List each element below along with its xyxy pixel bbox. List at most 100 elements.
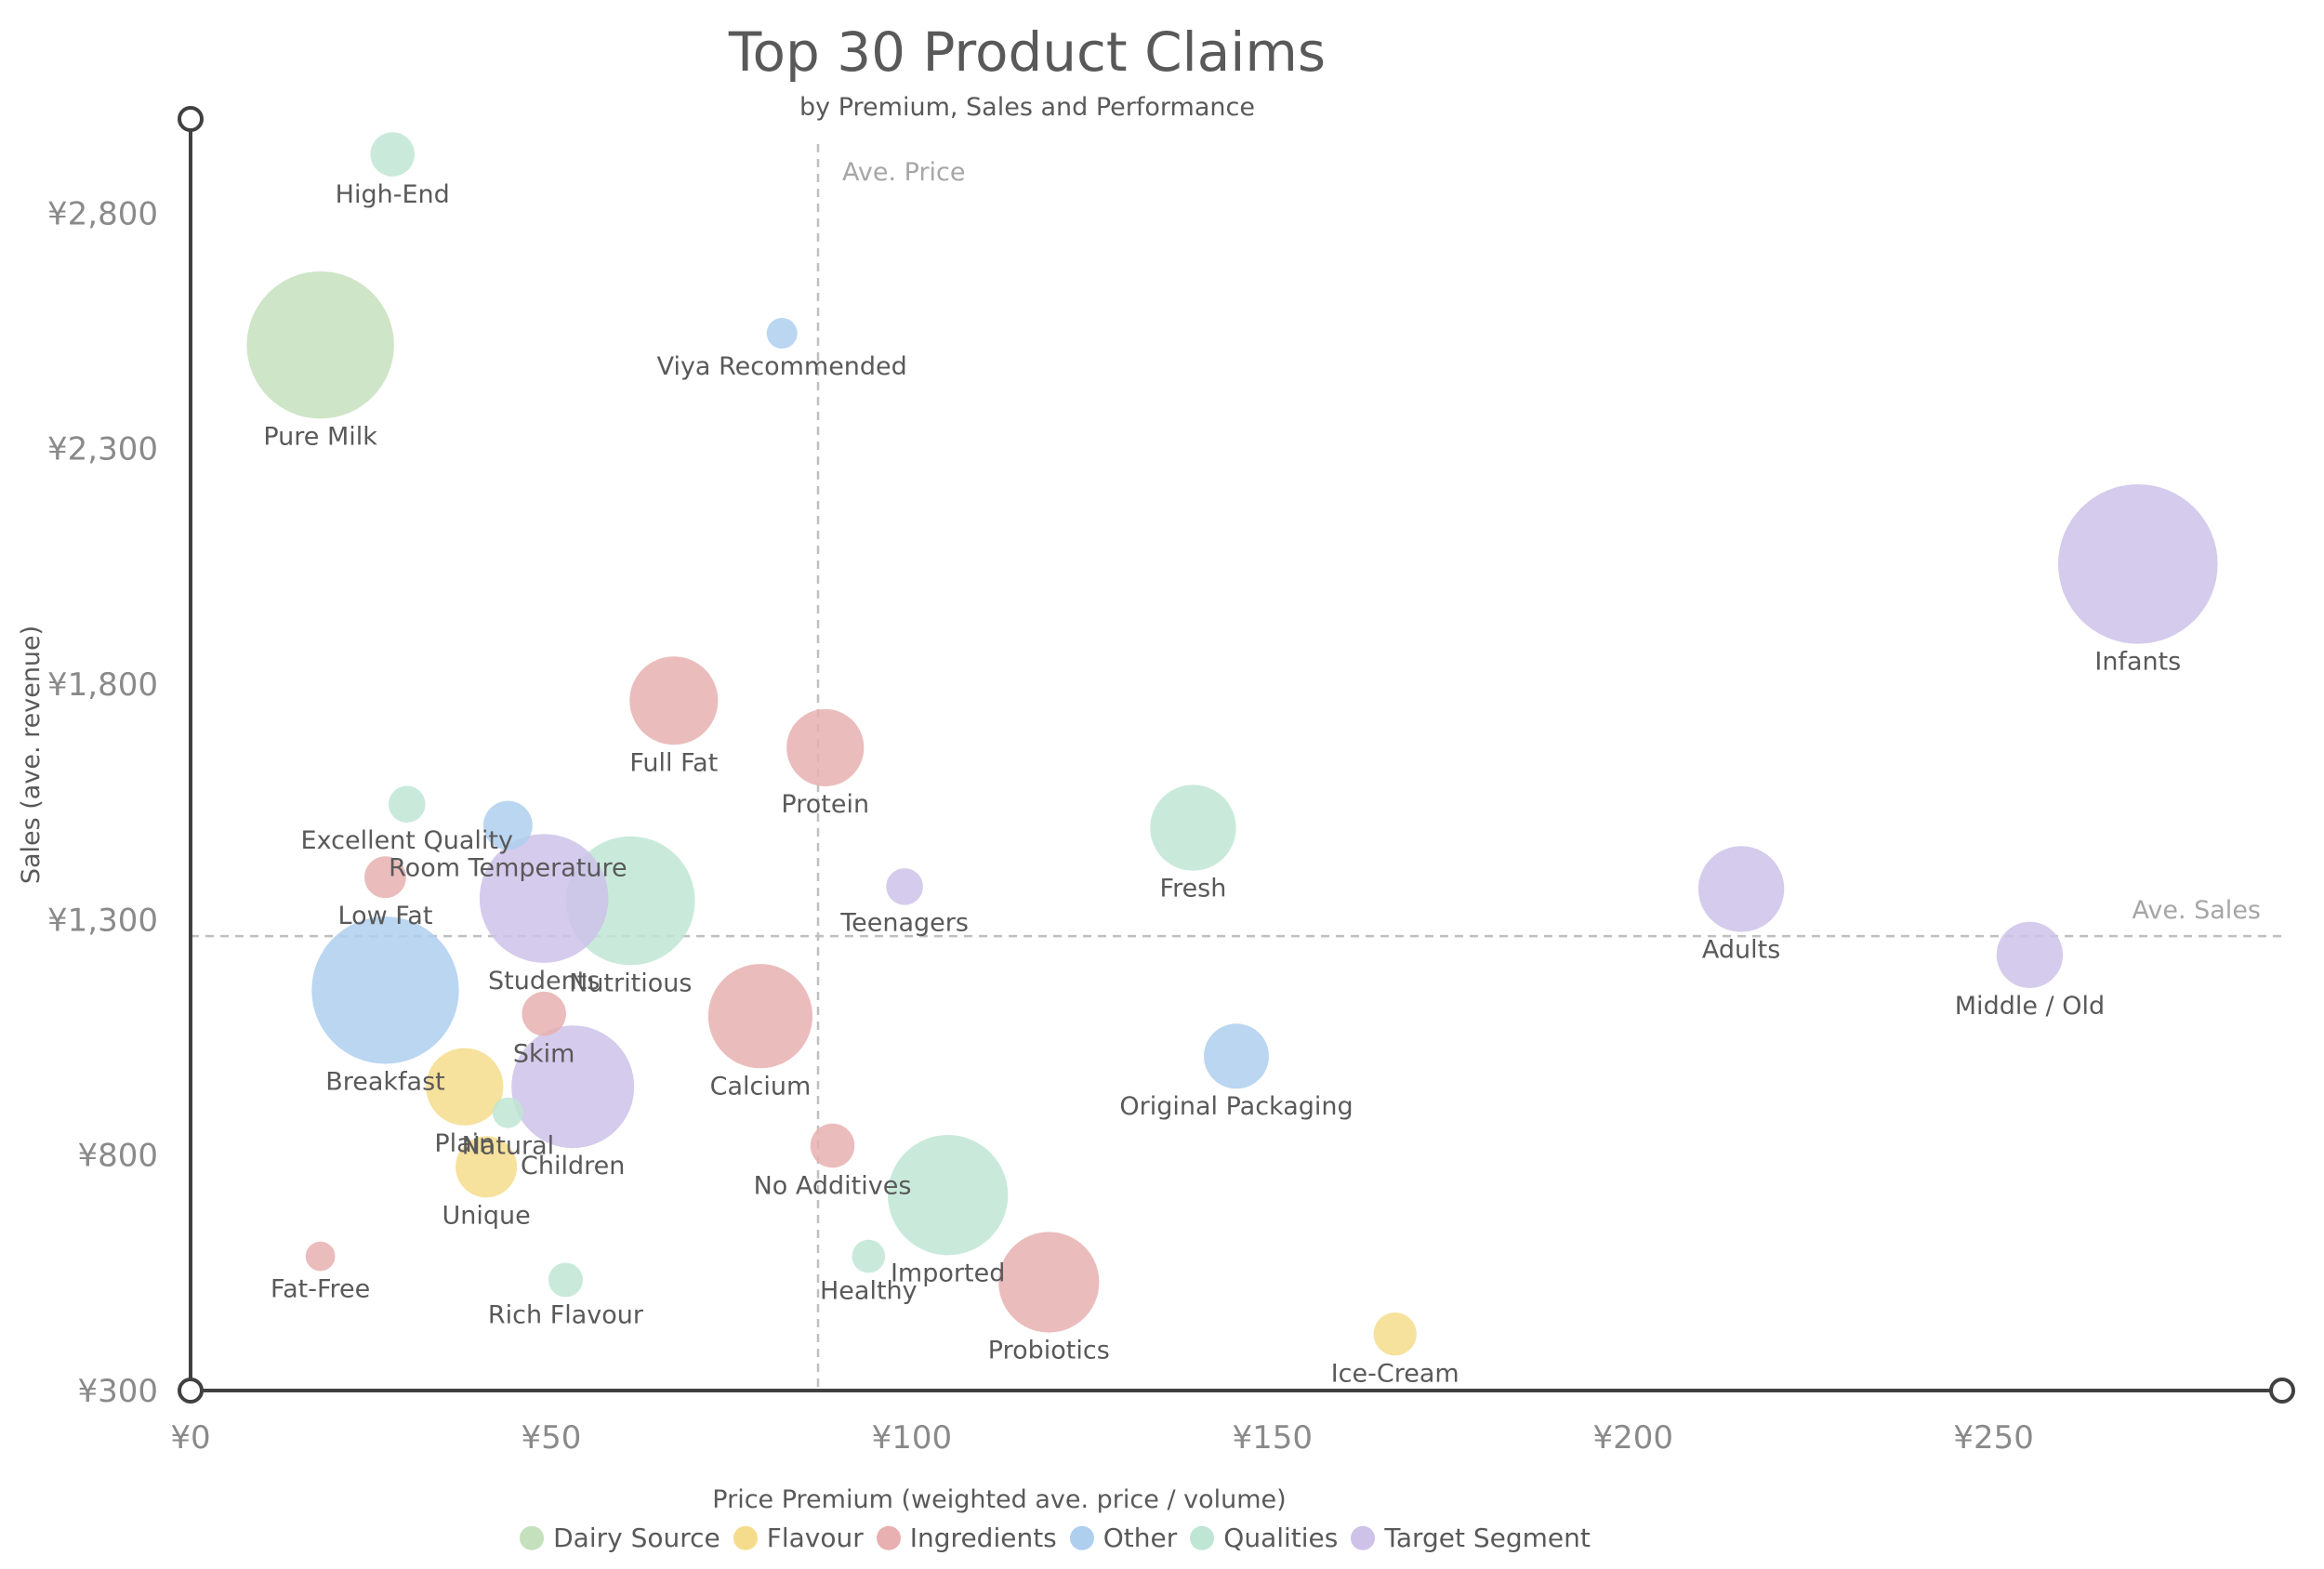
- bubble-low-fat: [364, 856, 406, 899]
- bubble-label-middle-old: Middle / Old: [1955, 992, 2105, 1021]
- bubble-fresh: [1150, 784, 1236, 871]
- bubble-label-excellent-quality: Excellent Quality: [301, 826, 513, 855]
- x-tick-label: ¥0: [170, 1419, 210, 1457]
- legend-item-qualities: Qualities: [1190, 1523, 1338, 1553]
- y-axis-end-marker: [178, 106, 204, 132]
- tick-labels: ¥0 ¥50 ¥100 ¥150 ¥200 ¥250 ¥300 ¥800 ¥1,300 ¥1,80…: [47, 195, 2034, 1457]
- origin-marker: [178, 1378, 204, 1404]
- x-tick-label: ¥150: [1233, 1419, 1314, 1457]
- bubble-teenagers: [886, 868, 923, 905]
- legend-label: Other: [1103, 1522, 1178, 1553]
- y-tick-label: ¥800: [77, 1138, 158, 1175]
- bubble-rich-flavour: [548, 1262, 583, 1298]
- bubble-protein: [786, 708, 865, 786]
- bubble-no-additives: [810, 1123, 855, 1168]
- bubble-students: [479, 834, 609, 963]
- legend-swatch: [1351, 1525, 1376, 1550]
- bubble-excellent-quality: [388, 785, 426, 823]
- bubbles: [246, 132, 2218, 1356]
- bubble-pure-milk: [246, 271, 394, 419]
- bubble-label-no-additives: No Additives: [754, 1171, 912, 1200]
- bubble-label-fresh: Fresh: [1160, 875, 1227, 903]
- bubble-label-imported: Imported: [891, 1259, 1005, 1287]
- x-axis-title: Price Premium (weighted ave. price / vol…: [712, 1485, 1286, 1514]
- bubble-label-children: Children: [521, 1152, 625, 1180]
- bubble-plain: [426, 1048, 504, 1126]
- bubble-label-low-fat: Low Fat: [338, 902, 433, 930]
- legend-swatch: [876, 1525, 901, 1550]
- ave-sales-label: Ave. Sales: [2132, 896, 2261, 925]
- legend-label: Dairy Source: [553, 1522, 720, 1553]
- y-tick-label: ¥1,800: [47, 666, 158, 704]
- bubble-label-rich-flavour: Rich Flavour: [488, 1300, 644, 1329]
- bubble-label-ice-cream: Ice-Cream: [1331, 1359, 1459, 1388]
- legend-item-ingredients: Ingredients: [876, 1522, 1057, 1553]
- bubble-fat-free: [305, 1241, 336, 1272]
- bubble-label-room-temperature: Room Temperature: [389, 853, 627, 882]
- bubble-adults: [1697, 846, 1785, 932]
- bubble-natural: [492, 1097, 523, 1128]
- bubble-middle-old: [1996, 921, 2064, 988]
- bubble-label-original-packaging: Original Packaging: [1119, 1092, 1353, 1121]
- axes: [178, 106, 2295, 1404]
- bubble-breakfast: [311, 916, 459, 1064]
- bubble-label-breakfast: Breakfast: [325, 1068, 445, 1097]
- y-tick-label: ¥1,300: [47, 902, 158, 939]
- bubble-viya-recommended: [766, 318, 798, 349]
- bubble-label-full-fat: Full Fat: [629, 748, 718, 777]
- bubble-infants: [2058, 484, 2218, 644]
- bubble-label-plain: Plain: [434, 1129, 495, 1158]
- bubble-healthy: [852, 1239, 886, 1273]
- bubble-ice-cream: [1373, 1312, 1417, 1356]
- legend-item-flavour: Flavour: [733, 1523, 864, 1553]
- bubble-label-fat-free: Fat-Free: [271, 1274, 370, 1303]
- bubble-full-fat: [629, 656, 719, 745]
- legend-swatch: [1069, 1525, 1094, 1550]
- y-tick-label: ¥2,300: [47, 431, 158, 468]
- x-tick-label: ¥50: [521, 1419, 581, 1457]
- y-tick-label: ¥300: [77, 1373, 158, 1410]
- bubble-label-adults: Adults: [1702, 936, 1780, 965]
- chart-subtitle: by Premium, Sales and Performance: [799, 93, 1255, 122]
- legend-item-other: Other: [1069, 1522, 1178, 1553]
- bubble-label-probiotics: Probiotics: [988, 1337, 1110, 1365]
- legend-swatch: [1190, 1525, 1215, 1550]
- ave-price-label: Ave. Price: [842, 158, 966, 187]
- bubble-label-nutritious: Nutritious: [569, 969, 692, 997]
- bubble-children: [511, 1025, 635, 1149]
- legend-item-dairy-source: Dairy Source: [520, 1523, 720, 1553]
- bubble-high-end: [370, 132, 416, 177]
- chart-title: Top 30 Product Claims: [728, 20, 1327, 84]
- y-tick-label: ¥2,800: [47, 195, 158, 232]
- legend-label: Flavour: [766, 1522, 864, 1553]
- bubble-label-students: Students: [488, 967, 600, 995]
- bubble-label-natural: Natural: [462, 1132, 555, 1161]
- x-tick-label: ¥250: [1953, 1419, 2034, 1457]
- legend-label: Ingredients: [909, 1522, 1057, 1553]
- bubble-calcium: [707, 964, 813, 1069]
- bubble-skim: [522, 991, 566, 1036]
- legend-swatch: [520, 1525, 545, 1550]
- bubble-label-calcium: Calcium: [710, 1072, 812, 1101]
- y-axis-title: Sales (ave. revenue): [17, 626, 46, 884]
- legend-swatch: [733, 1525, 758, 1550]
- legend-label: Target Segment: [1384, 1522, 1591, 1553]
- legend-item-target-segment: Target Segment: [1351, 1523, 1591, 1553]
- bubble-label-infants: Infants: [2094, 648, 2181, 677]
- bubble-imported: [887, 1135, 1009, 1256]
- bubble-label-teenagers: Teenagers: [839, 909, 969, 938]
- bubble-original-packaging: [1204, 1023, 1269, 1089]
- bubble-label-skim: Skim: [513, 1039, 575, 1068]
- x-tick-label: ¥200: [1592, 1419, 1673, 1457]
- bubble-room-temperature: [482, 800, 533, 850]
- bubble-label-healthy: Healthy: [820, 1276, 918, 1305]
- bubble-probiotics: [998, 1232, 1100, 1333]
- bubble-labels: High-End Pure Milk Viya Recommended Infants…: [263, 180, 2181, 1389]
- bubble-label-protein: Protein: [781, 790, 869, 819]
- bubble-label-high-end: High-End: [336, 180, 450, 209]
- bubble-unique: [456, 1136, 518, 1198]
- bubble-label-pure-milk: Pure Milk: [263, 422, 377, 451]
- x-axis-end-marker: [2269, 1378, 2295, 1404]
- bubble-label-unique: Unique: [442, 1201, 530, 1230]
